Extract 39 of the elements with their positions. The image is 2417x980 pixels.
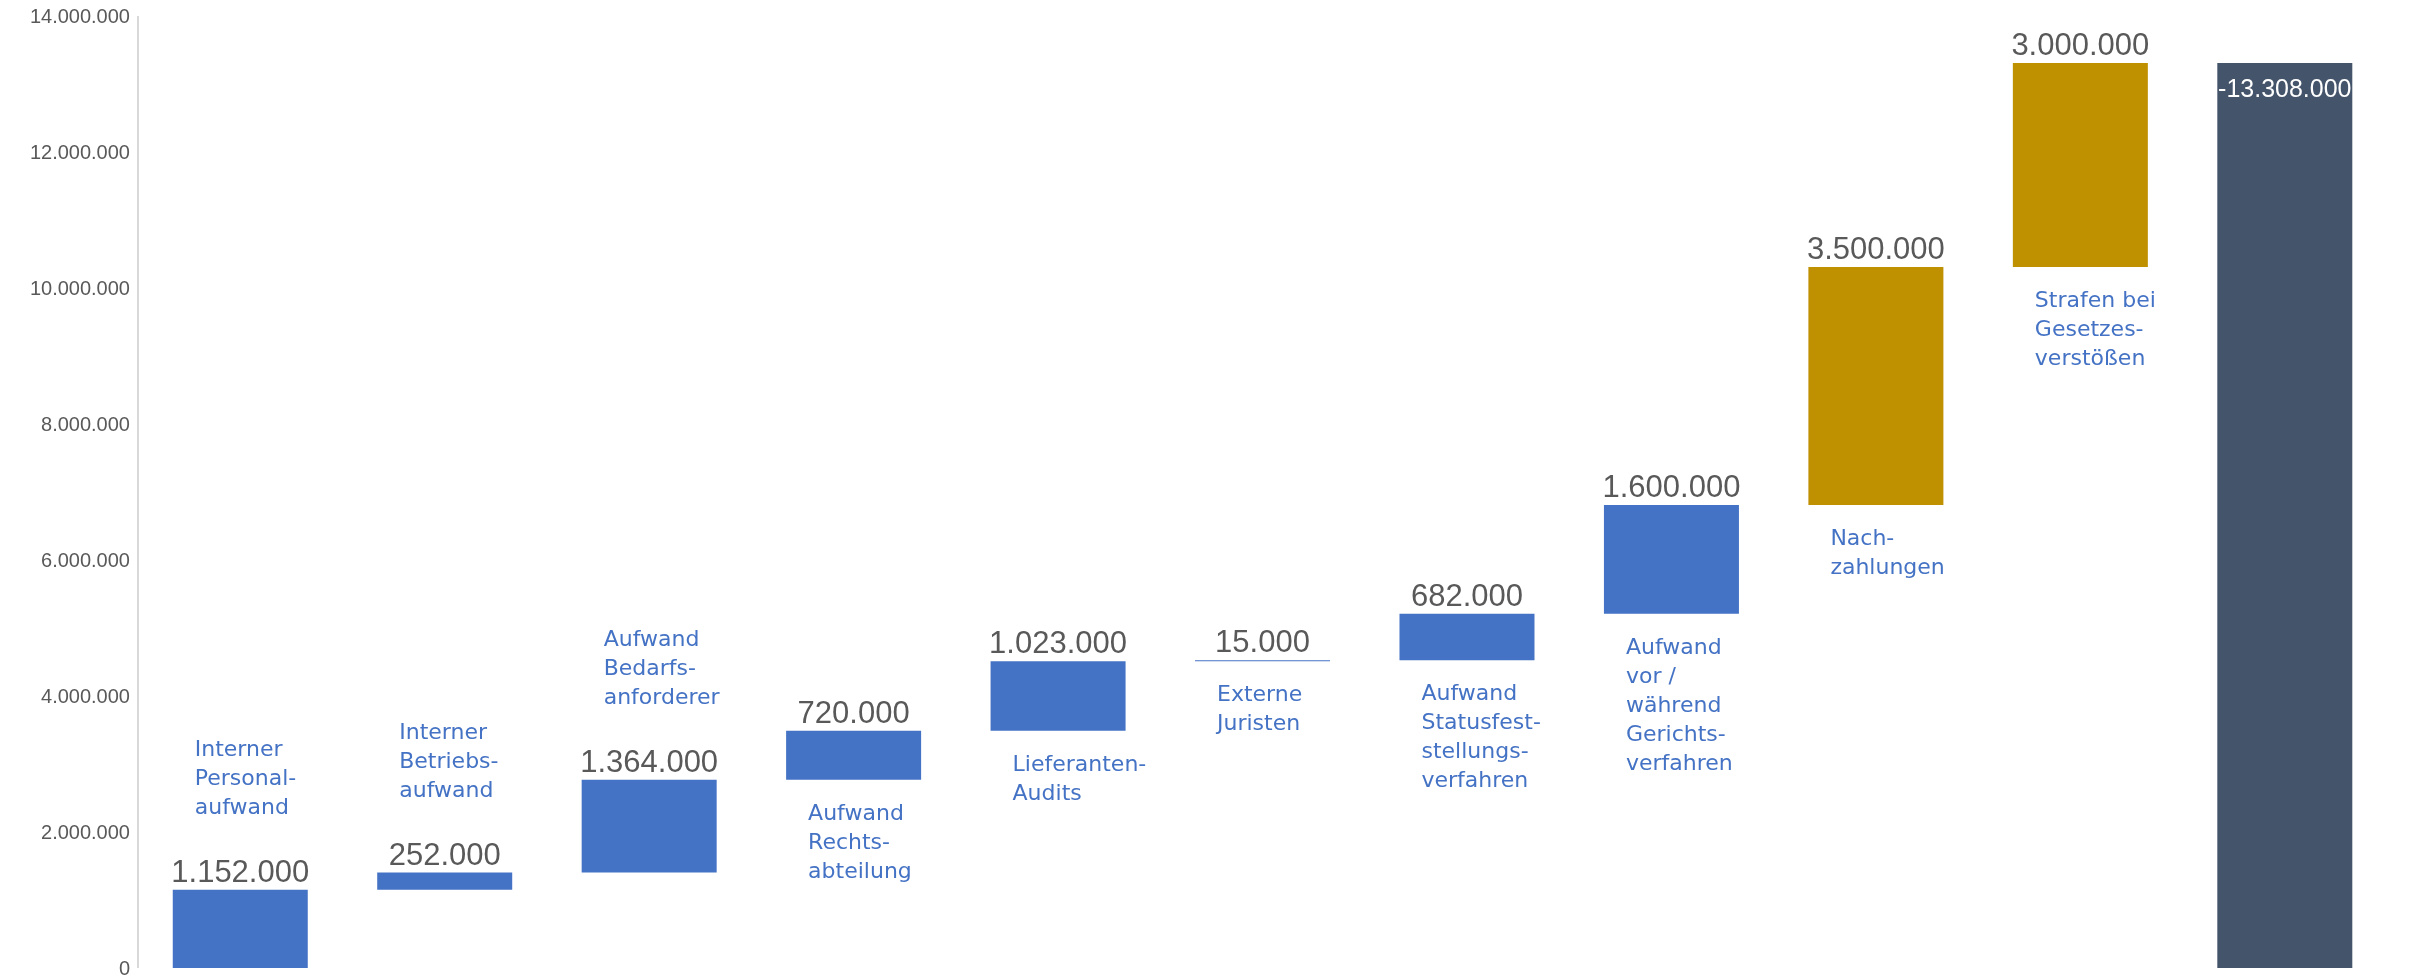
data-label: 252.000	[388, 836, 501, 872]
x-tick-label: Lieferanten- Audits	[1012, 750, 1147, 805]
y-tick-label: 0	[118, 957, 130, 980]
data-label: 1.152.000	[171, 853, 310, 889]
data-label: 1.364.000	[580, 743, 719, 779]
y-tick-label: 8.000.000	[41, 413, 130, 436]
bar	[377, 872, 513, 890]
x-tick-label: Interner Betriebs- aufwand	[399, 718, 499, 802]
bar	[786, 730, 922, 780]
x-tick-label: Interner Personal- aufwand	[194, 735, 297, 819]
y-tick-label: 6.000.000	[41, 549, 130, 572]
data-label: 3.500.000	[1806, 231, 1945, 267]
x-tick-label: Externe Juristen	[1215, 681, 1303, 736]
bar	[1399, 613, 1535, 661]
bar	[1808, 267, 1944, 506]
bar	[172, 889, 308, 968]
bar	[2217, 63, 2353, 968]
y-tick-label: 12.000.000	[29, 141, 130, 164]
data-label: 1.023.000	[989, 625, 1128, 661]
data-label: 15.000	[1215, 624, 1310, 660]
x-tick-label: Aufwand Bedarfs- anforderer	[603, 625, 721, 709]
x-tick-label: Aufwand vor / während Gerichts- verfahren	[1625, 633, 1733, 775]
y-tick-label: 4.000.000	[41, 685, 130, 708]
bar	[581, 779, 717, 873]
x-tick-label: Nach- zahlungen	[1830, 525, 1945, 580]
data-label: -13.308.000	[2218, 74, 2352, 103]
x-tick-label: Aufwand Rechts- abteilung	[808, 799, 912, 883]
data-label: 720.000	[797, 694, 910, 730]
data-label: 3.000.000	[2011, 27, 2150, 63]
bar	[2012, 63, 2148, 268]
y-tick-label: 2.000.000	[41, 821, 130, 844]
bar	[990, 661, 1126, 731]
y-tick-label: 14.000.000	[29, 5, 130, 28]
x-tick-label: Strafen bei Gesetzes- verstößen	[2034, 287, 2156, 371]
bar	[1603, 505, 1739, 614]
x-tick-label: Aufwand Statusfest- stellungs- verfahren	[1421, 680, 1541, 793]
y-tick-label: 10.000.000	[29, 277, 130, 300]
data-label: 1.600.000	[1602, 469, 1741, 505]
data-label: 682.000	[1410, 577, 1524, 613]
